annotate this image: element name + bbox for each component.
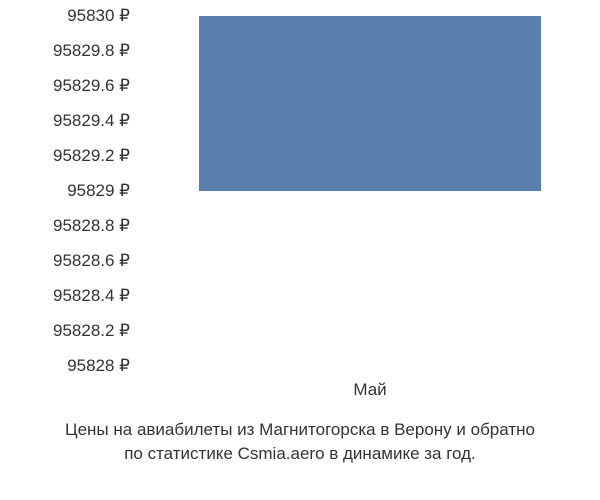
- caption-line-1: Цены на авиабилеты из Магнитогорска в Ве…: [0, 418, 600, 442]
- y-tick-label: 95829.4 ₽: [0, 111, 130, 131]
- x-tick-label: Май: [353, 380, 386, 400]
- y-tick-label: 95829 ₽: [0, 181, 130, 201]
- caption-line-2: по статистике Csmia.aero в динамике за г…: [0, 442, 600, 466]
- y-tick-label: 95829.8 ₽: [0, 41, 130, 61]
- y-tick-label: 95828.2 ₽: [0, 321, 130, 341]
- bar: [199, 16, 541, 191]
- y-tick-label: 95829.2 ₽: [0, 146, 130, 166]
- y-tick-label: 95828.6 ₽: [0, 251, 130, 271]
- y-tick-label: 95830 ₽: [0, 6, 130, 26]
- price-chart: 95830 ₽ 95829.8 ₽ 95829.6 ₽ 95829.4 ₽ 95829.…: [0, 0, 600, 500]
- y-tick-label: 95828 ₽: [0, 356, 130, 376]
- y-tick-label: 95828.8 ₽: [0, 216, 130, 236]
- y-tick-label: 95828.4 ₽: [0, 286, 130, 306]
- chart-caption: Цены на авиабилеты из Магнитогорска в Ве…: [0, 418, 600, 466]
- y-tick-label: 95829.6 ₽: [0, 76, 130, 96]
